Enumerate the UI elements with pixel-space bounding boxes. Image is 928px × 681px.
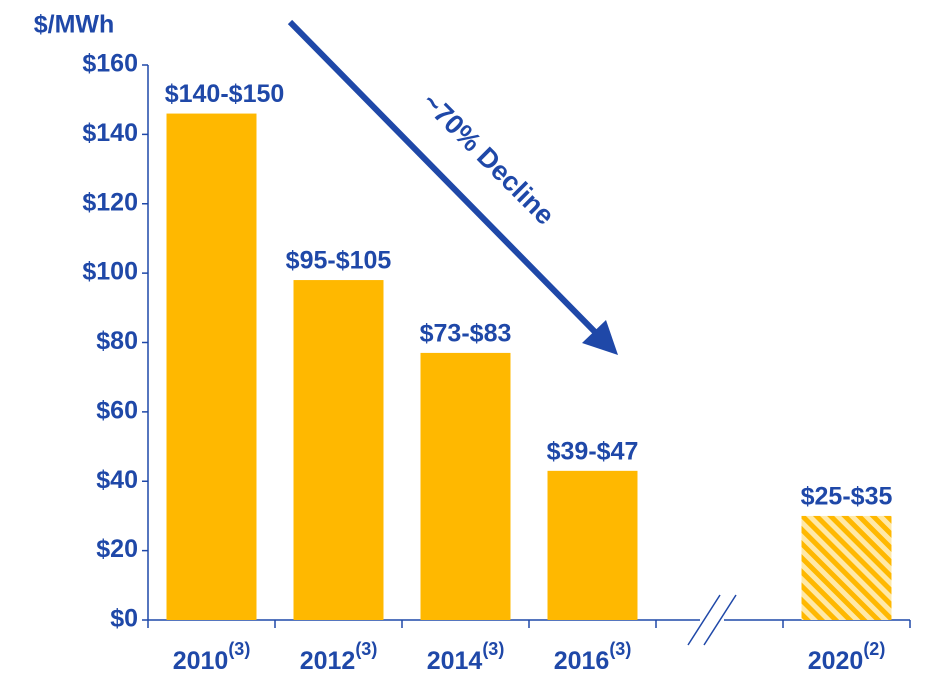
category-note: (3) <box>482 639 504 659</box>
annotation: ~70% Decline <box>416 87 560 231</box>
category-note: (2) <box>863 639 885 659</box>
decline-arrow <box>287 19 618 355</box>
y-tick-label: $0 <box>110 605 138 633</box>
value-label: $140-$150 <box>165 80 285 108</box>
x-tick-label: 2014(3) <box>427 639 505 675</box>
value-label: $73-$83 <box>420 320 512 348</box>
category: 2012 <box>300 647 356 675</box>
value-label: $95-$105 <box>286 247 392 275</box>
category-note: (3) <box>355 639 377 659</box>
category-note: (3) <box>228 639 250 659</box>
value-label: $39-$47 <box>547 437 639 465</box>
x-tick-label: 2020(2) <box>808 639 886 675</box>
y-tick-label: $20 <box>96 535 138 563</box>
bar <box>293 280 384 620</box>
bar <box>420 352 511 620</box>
y-tick-label: $120 <box>82 188 138 216</box>
bar <box>547 470 638 620</box>
category: 2016 <box>554 647 610 675</box>
value-label: $25-$35 <box>801 483 893 511</box>
category: 2014 <box>427 647 483 675</box>
y-tick-label: $160 <box>82 50 138 78</box>
x-tick-label: 2010(3) <box>173 639 251 675</box>
y-tick-label: $100 <box>82 258 138 286</box>
x-tick-label: 2012(3) <box>300 639 378 675</box>
y-tick-label: $60 <box>96 396 138 424</box>
bar <box>166 113 257 620</box>
y-tick-label: $40 <box>96 466 138 494</box>
y-axis-label: $/MWh <box>34 11 115 39</box>
axis-break <box>687 594 737 646</box>
category: 2020 <box>808 647 864 675</box>
bar <box>801 515 892 620</box>
y-tick-label: $80 <box>96 327 138 355</box>
category-note: (3) <box>609 639 631 659</box>
x-tick-label: 2016(3) <box>554 639 632 675</box>
y-tick-label: $140 <box>82 119 138 147</box>
category: 2010 <box>173 647 229 675</box>
